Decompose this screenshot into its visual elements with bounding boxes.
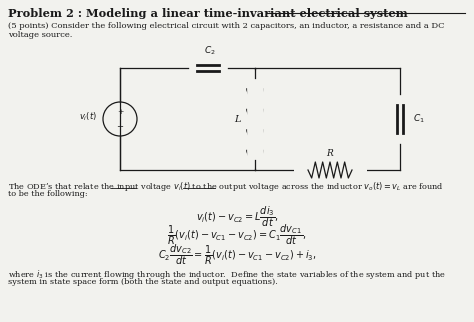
Text: voltage source.: voltage source. [8,31,73,39]
Text: $v_i(t)$: $v_i(t)$ [79,111,97,123]
Text: (5 points) Consider the following electrical circuit with 2 capacitors, an induc: (5 points) Consider the following electr… [8,22,445,30]
Text: +: + [117,108,123,116]
Text: $C_2\dfrac{dv_{C2}}{dt} = \dfrac{1}{R}(v_i(t) - v_{C1} - v_{C2}) + i_3,$: $C_2\dfrac{dv_{C2}}{dt} = \dfrac{1}{R}(v… [158,242,316,267]
Text: Problem 2 : Modeling a linear time-invariant electrical system: Problem 2 : Modeling a linear time-invar… [8,8,408,19]
Text: $\dfrac{1}{R}(v_i(t) - v_{C1} - v_{C2}) = C_1\dfrac{dv_{C1}}{dt},$: $\dfrac{1}{R}(v_i(t) - v_{C1} - v_{C2}) … [167,222,307,247]
Text: L: L [234,115,240,124]
Text: to be the following:: to be the following: [8,190,88,198]
Text: $v_i(t) - v_{C2} = L\dfrac{di_3}{dt},$: $v_i(t) - v_{C2} = L\dfrac{di_3}{dt},$ [196,204,278,229]
Text: $C_2$: $C_2$ [204,44,216,57]
Text: $C_1$: $C_1$ [413,113,425,125]
Text: The ODE’s that relate the input voltage $v_i(t)$ to the output voltage across th: The ODE’s that relate the input voltage … [8,180,444,193]
Text: system in state space form (both the state and output equations).: system in state space form (both the sta… [8,278,278,286]
Text: R: R [327,149,333,158]
Text: where $i_3$ is the current flowing through the inductor.  Define the state varia: where $i_3$ is the current flowing throu… [8,268,446,281]
Text: −: − [117,123,124,131]
